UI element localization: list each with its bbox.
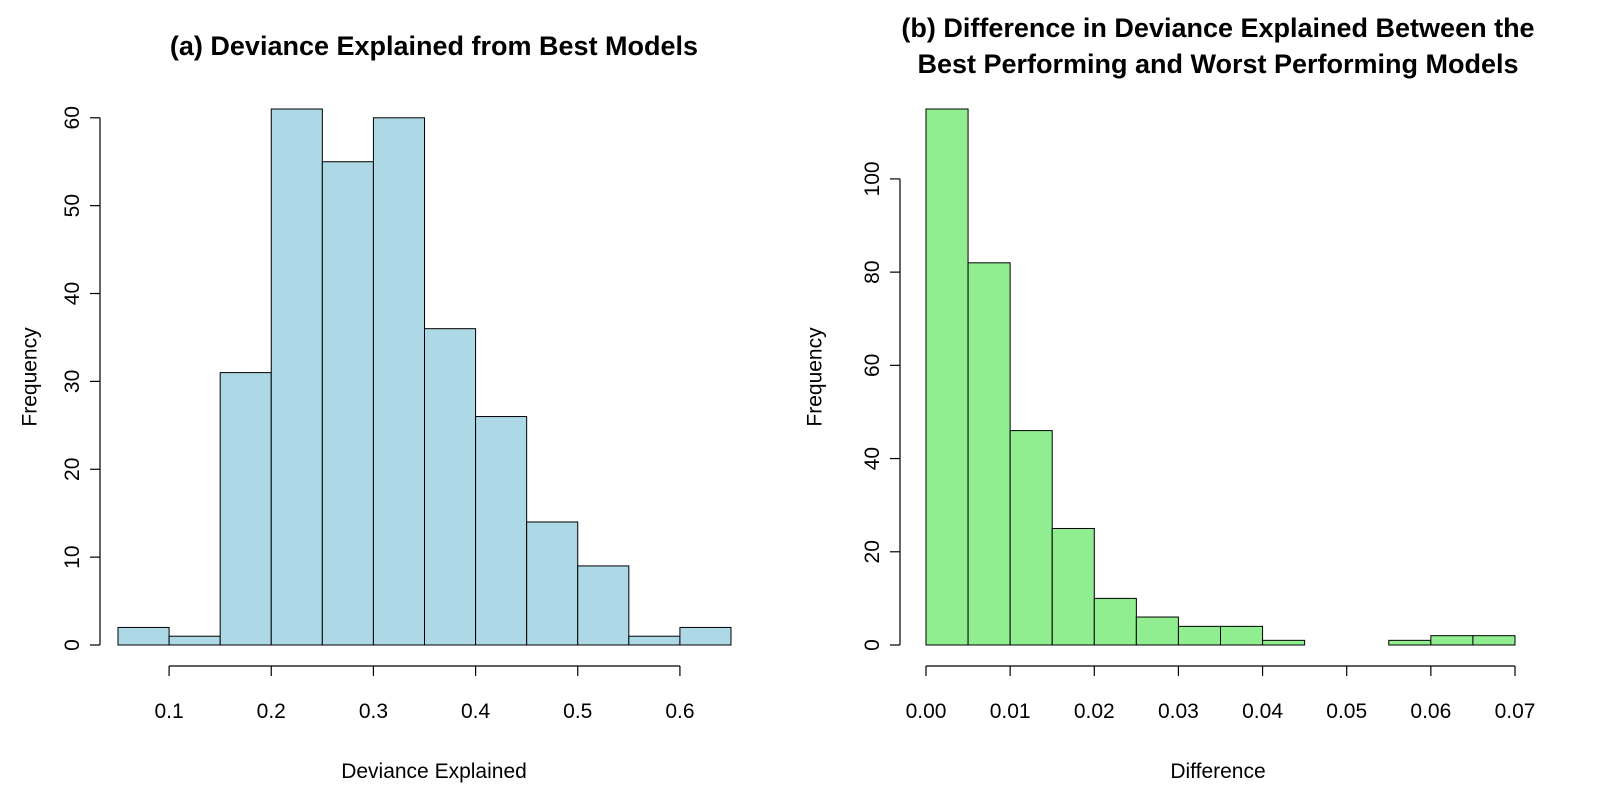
histogram-bar-8 [1220,625,1264,646]
histogram-bar-12 [1388,639,1432,646]
x-tick-label: 0.5 [563,700,592,723]
y-tick-label: 20 [861,540,884,563]
chart-title-line-1: (b) Difference in Deviance Explained Bet… [901,13,1534,43]
histogram-bar-9 [526,521,579,646]
y-tick-label: 50 [61,194,84,217]
histogram-bar-6 [1135,616,1179,646]
y-tick-label: 60 [861,354,884,377]
histogram-bar-2 [967,262,1011,646]
histogram-bar-7 [424,328,477,646]
histogram-bar-4 [1051,527,1095,646]
y-tick-label: 10 [61,545,84,568]
y-tick-label: 20 [61,458,84,481]
y-tick-label: 0 [861,639,884,651]
x-tick-label: 0.07 [1495,700,1536,723]
x-tick-label: 0.02 [1074,700,1115,723]
histogram-bar-3 [219,372,272,646]
y-tick-label: 60 [61,106,84,129]
histogram-bar-7 [1177,625,1221,646]
x-axis-label: Difference [1170,760,1265,783]
x-tick-label: 0.6 [665,700,694,723]
y-axis-label: Frequency [803,327,826,427]
x-tick-label: 0.3 [359,700,388,723]
x-tick-label: 0.2 [257,700,286,723]
y-tick-label: 40 [61,282,84,305]
histogram-bar-8 [475,416,528,646]
chart-title-line-1: (a) Deviance Explained from Best Models [170,31,698,61]
histogram-bar-12 [679,626,732,646]
x-tick-label: 0.1 [154,700,183,723]
histogram-bar-11 [628,635,681,646]
histogram-bar-9 [1262,639,1306,646]
histogram-bar-13 [1430,635,1474,646]
histogram-bar-14 [1472,635,1516,646]
y-tick-label: 80 [861,260,884,283]
histogram-bar-6 [372,117,425,646]
histogram-panel-b: (b) Difference in Deviance Explained Bet… [800,0,1600,800]
y-tick-label: 0 [61,639,84,651]
x-tick-label: 0.4 [461,700,491,723]
histogram-bar-4 [270,108,323,646]
histogram-bar-2 [168,635,221,646]
histogram-bar-1 [925,108,969,646]
y-axis-label: Frequency [18,327,41,427]
histogram-bar-5 [321,161,374,646]
y-tick-label: 30 [61,370,84,393]
x-tick-label: 0.06 [1410,700,1451,723]
histogram-bar-5 [1093,597,1137,646]
histogram-bar-1 [117,626,170,646]
x-tick-label: 0.01 [990,700,1031,723]
x-tick-label: 0.04 [1242,700,1283,723]
y-tick-label: 40 [861,447,884,470]
histogram-bar-10 [577,565,630,646]
histogram-bar-3 [1009,430,1053,646]
histogram-b: (b) Difference in Deviance Explained Bet… [803,13,1536,783]
x-axis-label: Deviance Explained [341,760,527,783]
chart-title-line-2: Best Performing and Worst Performing Mod… [917,49,1518,79]
x-tick-label: 0.05 [1326,700,1367,723]
x-tick-label: 0.00 [906,700,947,723]
y-tick-label: 100 [861,161,884,196]
histogram-panel-a: (a) Deviance Explained from Best Models 0… [18,31,732,783]
x-tick-label: 0.03 [1158,700,1199,723]
histogram-a: (a) Deviance Explained from Best Models 0… [18,31,732,783]
